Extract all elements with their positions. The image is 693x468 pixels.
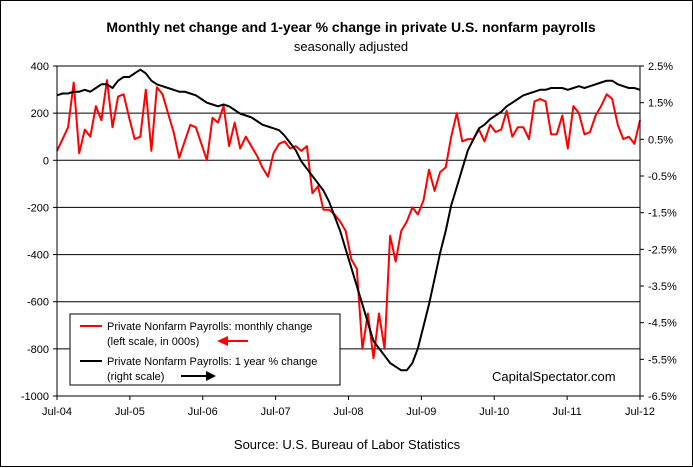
right-tick-label: -2.5% xyxy=(648,244,677,256)
legend-label-year-change: Private Nonfarm Payrolls: 1 year % chang… xyxy=(107,356,317,368)
left-tick-label: 200 xyxy=(31,108,49,120)
left-tick-label: -600 xyxy=(27,297,49,309)
right-tick-label: -4.5% xyxy=(648,318,677,330)
right-tick-label: 2.5% xyxy=(648,61,673,73)
right-tick-label: -1.5% xyxy=(648,208,677,220)
left-tick-label: -400 xyxy=(27,250,49,262)
legend-box xyxy=(69,313,341,386)
x-tick-label: Jul-09 xyxy=(406,406,436,418)
right-arrow-icon xyxy=(181,371,216,381)
x-tick-label: Jul-07 xyxy=(261,406,291,418)
right-tick-label: -0.5% xyxy=(648,171,677,183)
left-tick-label: -1000 xyxy=(21,391,49,403)
x-tick-label: Jul-11 xyxy=(553,406,582,418)
plot-area-border xyxy=(56,65,641,397)
source-note: Source: U.S. Bureau of Labor Statistics xyxy=(234,437,461,452)
right-tick-label: -3.5% xyxy=(648,281,677,293)
left-tick-label: 400 xyxy=(31,61,49,73)
left-arrow-icon xyxy=(217,336,248,346)
right-tick-label: 0.5% xyxy=(648,134,673,146)
left-tick-label: -800 xyxy=(27,344,49,356)
right-tick-label: 1.5% xyxy=(648,98,673,110)
right-tick-label: -6.5% xyxy=(648,391,677,403)
x-tick-label: Jul-04 xyxy=(42,406,72,418)
chart-subtitle: seasonally adjusted xyxy=(294,39,408,54)
x-tick-label: Jul-10 xyxy=(479,406,509,418)
right-axis: 2.5% 1.5% 0.5% -0.5% -1.5% -2.5% -3.5% -4.5% -5.… xyxy=(640,61,677,403)
left-tick-label: -200 xyxy=(27,202,49,214)
legend-sublabel-monthly-change: (left scale, in 000s) xyxy=(107,336,199,348)
chart-title: Monthly net change and 1-year % change i… xyxy=(106,19,596,35)
x-tick-label: Jul-08 xyxy=(334,406,364,418)
series-line-monthly-change xyxy=(56,79,641,360)
series-layer xyxy=(56,68,641,372)
watermark: CapitalSpectator.com xyxy=(492,369,616,384)
legend-sublabel-year-change: (right scale) xyxy=(107,371,164,383)
x-tick-label: Jul-12 xyxy=(625,406,655,418)
x-axis: Jul-04 Jul-05 Jul-06 Jul-07 Jul-08 Jul-09 Jul-… xyxy=(42,396,655,418)
series-line-year-change xyxy=(56,68,641,372)
legend: Private Nonfarm Payrolls: monthly change… xyxy=(69,313,341,386)
x-tick-label: Jul-06 xyxy=(188,406,218,418)
left-axis: 400 200 0 -200 -400 -600 -800 -1000 xyxy=(21,61,57,403)
right-tick-label: -5.5% xyxy=(648,354,677,366)
left-tick-label: 0 xyxy=(43,155,49,167)
x-tick-label: Jul-05 xyxy=(115,406,145,418)
legend-label-monthly-change: Private Nonfarm Payrolls: monthly change xyxy=(107,321,312,333)
